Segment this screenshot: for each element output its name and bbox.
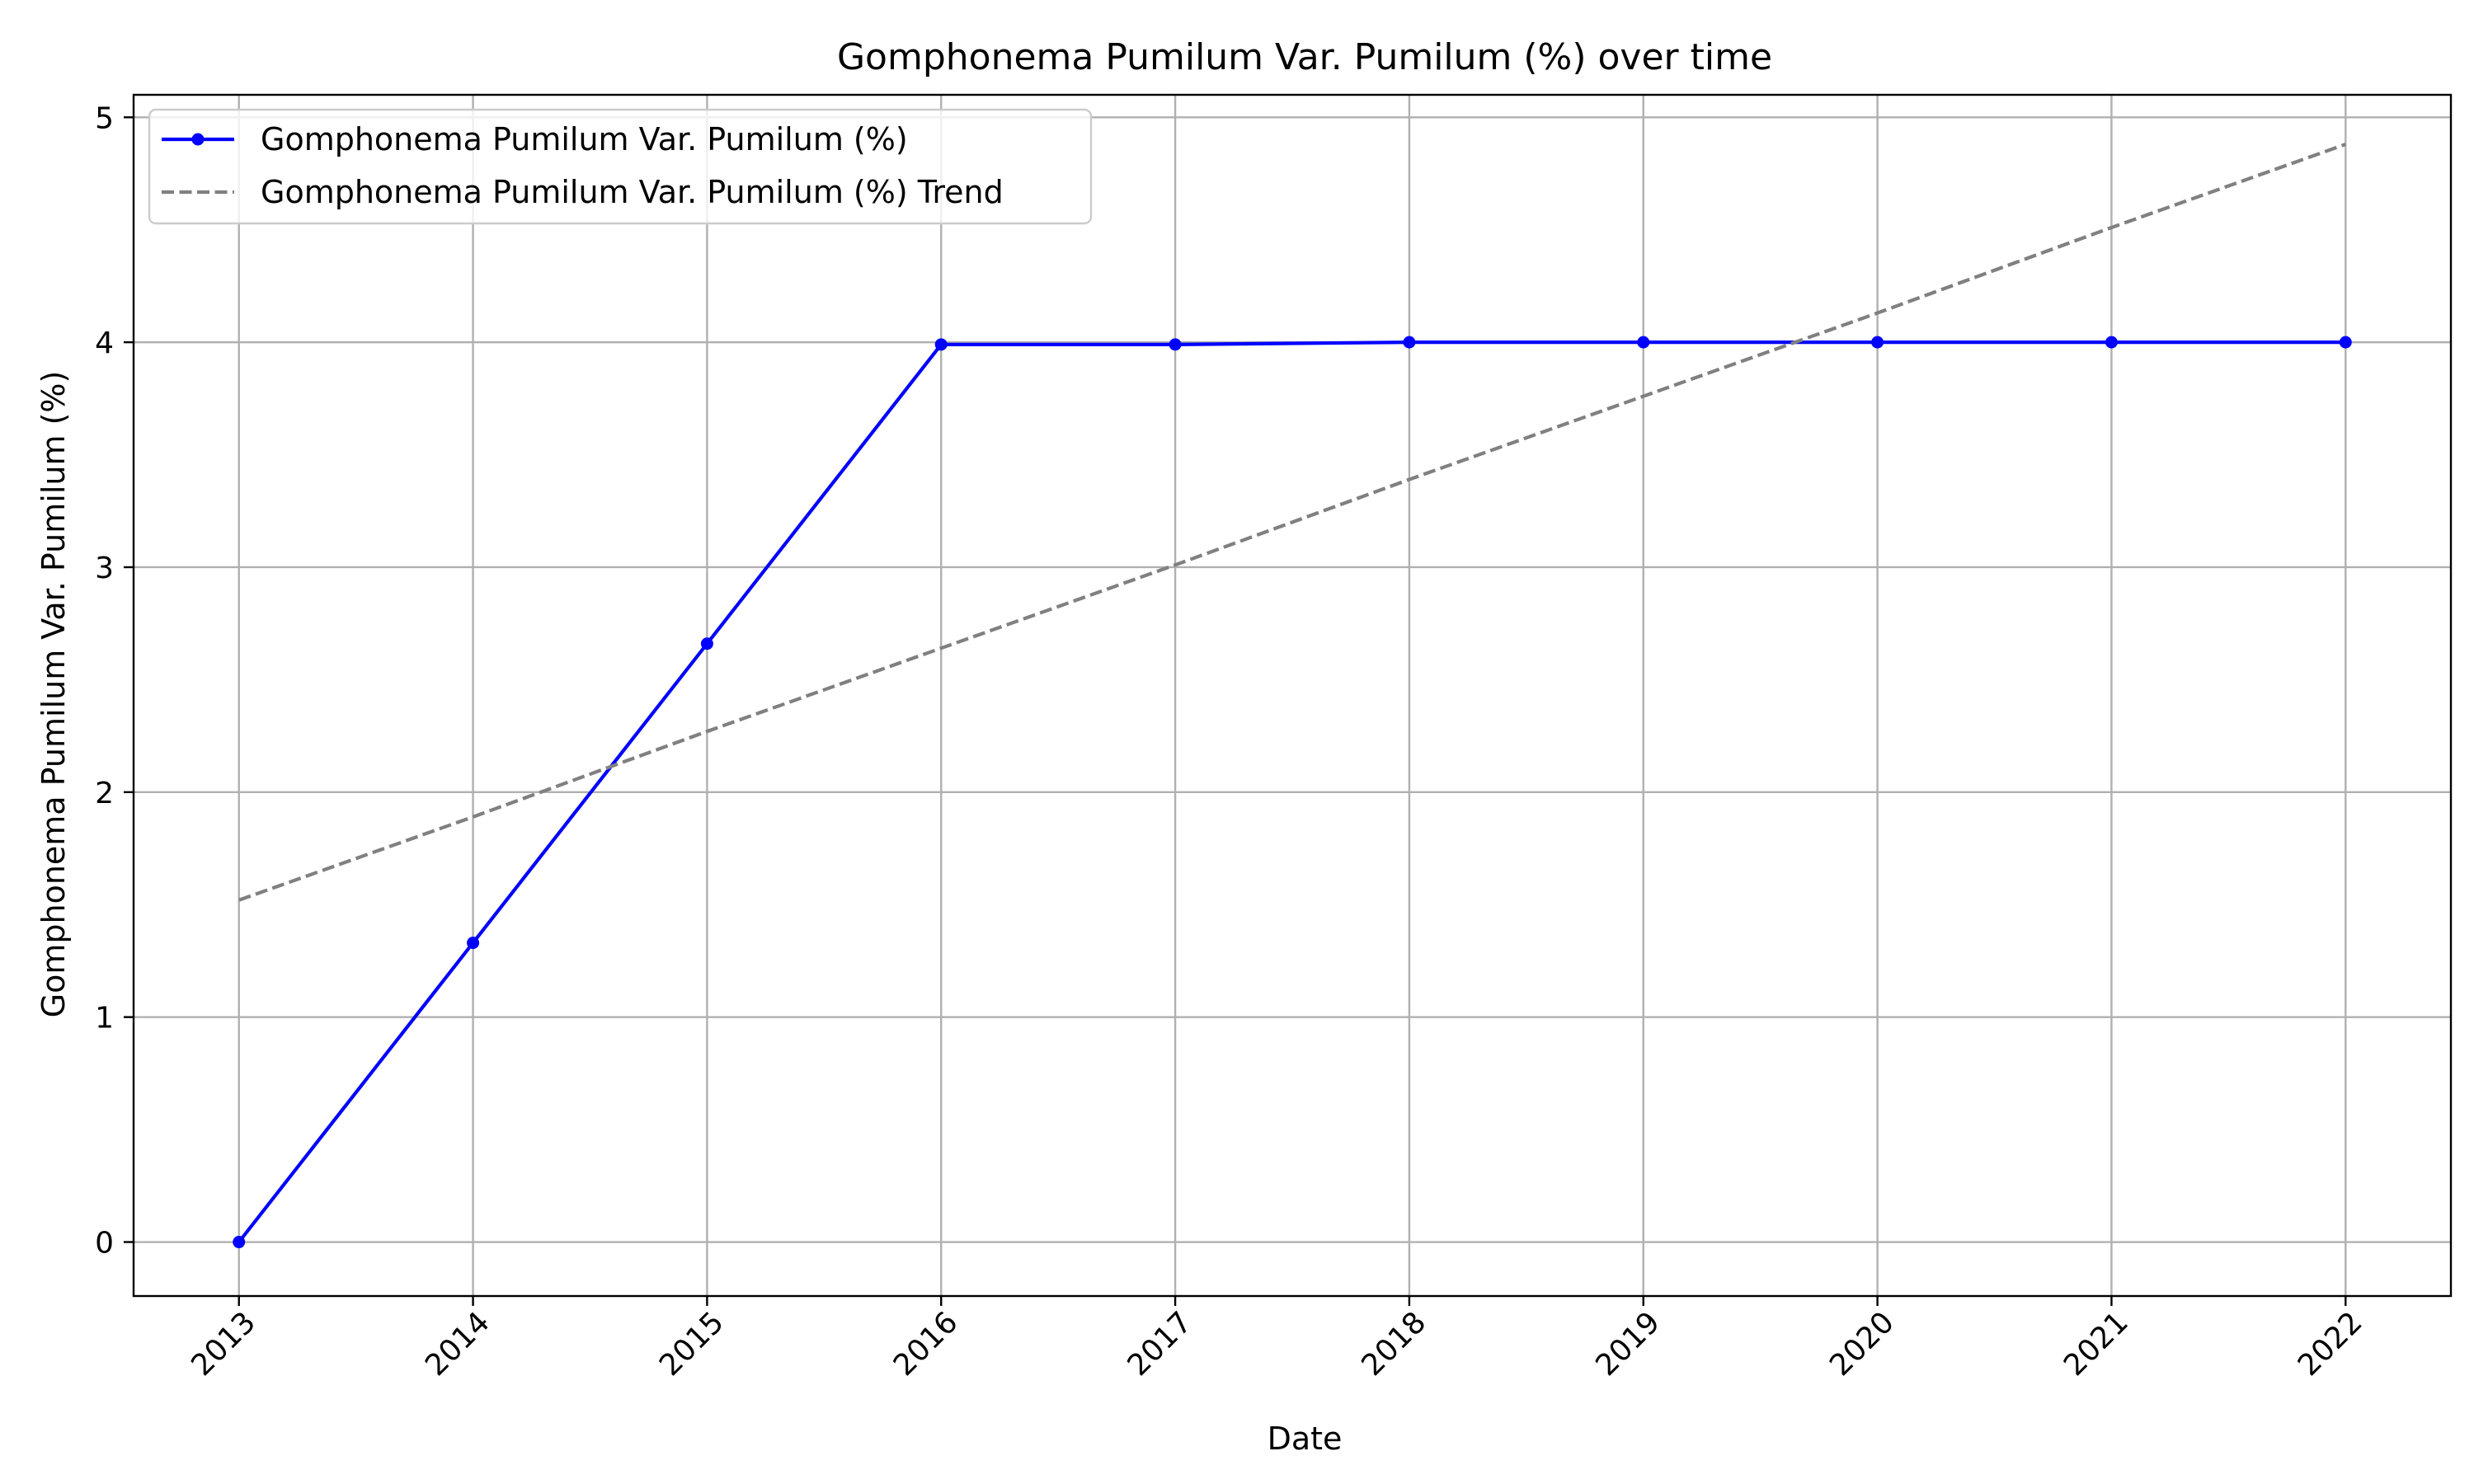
series-line [238,143,2346,902]
y-axis: 0 1 2 3 4 5 [95,101,134,1261]
data-point [1637,336,1650,349]
plot-area-frame [132,93,2453,1298]
series-layer [233,143,2352,1249]
legend-marker [191,133,205,146]
data-point [1403,336,1416,349]
data-point [1871,336,1884,349]
data-point [233,1236,246,1249]
y-tick-label: 3 [95,552,114,585]
x-axis-label: Date [1268,1421,1343,1457]
data-point [467,937,480,950]
y-tick-label: 4 [95,326,114,360]
legend-label: Gomphonema Pumilum Var. Pumilum (%) [261,121,908,157]
series-line [238,340,2346,1243]
legend: Gomphonema Pumilum Var. Pumilum (%) Gomph… [148,108,1093,225]
data-point [1169,338,1182,351]
data-point [2339,336,2352,349]
y-tick-label: 2 [95,777,114,810]
data-point [934,338,948,351]
data-point [700,637,713,650]
y-tick-label: 5 [95,101,114,135]
y-tick-label: 1 [95,1002,114,1036]
legend-label: Gomphonema Pumilum Var. Pumilum (%) Tren… [261,174,1004,210]
chart-title: Gomphonema Pumilum Var. Pumilum (%) over… [837,36,1772,78]
legend-box [148,108,1093,225]
y-axis-label: Gomphonema Pumilum Var. Pumilum (%) [35,371,72,1018]
y-tick-label: 0 [95,1227,114,1261]
data-point [2105,336,2118,349]
